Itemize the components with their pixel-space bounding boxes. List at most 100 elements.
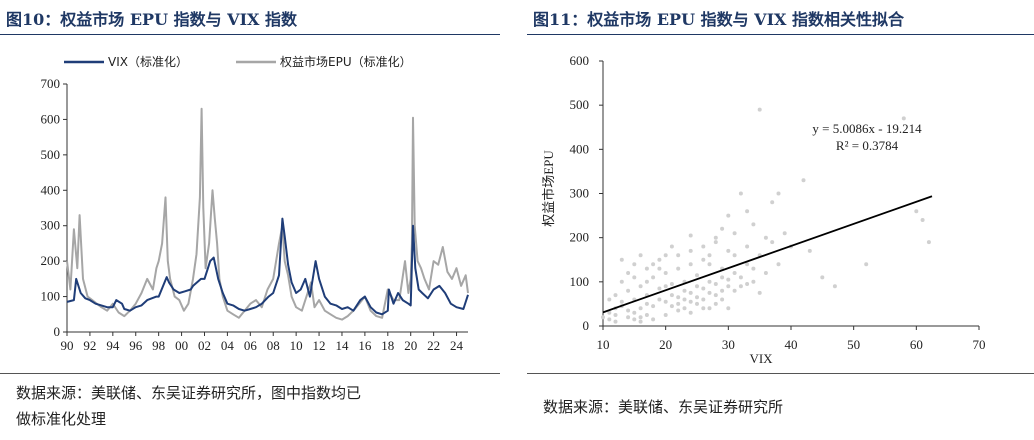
scatter-point xyxy=(632,262,637,267)
scatter-point xyxy=(638,319,643,324)
x-tick-label: 98 xyxy=(152,338,165,353)
x-tick-label: 12 xyxy=(313,338,326,353)
scatter-point xyxy=(669,304,674,309)
x-tick-label: 06 xyxy=(244,338,258,353)
vix-series-line xyxy=(66,217,469,316)
legend-epu-label: 权益市场EPU（标准化） xyxy=(280,54,412,69)
y-tick-label: 700 xyxy=(41,76,61,91)
scatter-point xyxy=(695,295,699,300)
right-bottom-rule xyxy=(527,373,1034,374)
x-tick-label: 10 xyxy=(290,338,303,353)
scatter-point xyxy=(713,282,718,286)
scatter-point xyxy=(751,222,756,227)
scatter-point xyxy=(695,273,699,278)
scatter-point xyxy=(632,317,637,322)
scatter-chart: 0 100 200 300 400 500 600 10 20 30 40 50 60 70 y = 5.0… xyxy=(541,53,986,366)
x-tick-label: 92 xyxy=(83,338,96,353)
scatter-point xyxy=(763,235,768,240)
scatter-point xyxy=(613,319,618,324)
left-source-line-1: 数据来源：美联储、东吴证券研究所，图中指数均已 xyxy=(16,384,362,402)
scatter-point xyxy=(682,297,687,302)
scatter-point xyxy=(745,262,750,267)
scatter-point xyxy=(726,277,731,282)
scatter-point xyxy=(644,279,649,284)
scatter-point xyxy=(776,191,781,196)
scatter-point xyxy=(676,253,681,258)
x-tick-label: 30 xyxy=(722,337,735,352)
right-figure-panel: 图11：权益市场 EPU 指数与 VIX 指数相关性拟合 0 100 200 300 4… xyxy=(527,0,1034,440)
scatter-point xyxy=(732,288,737,293)
scatter-point xyxy=(801,178,806,183)
scatter-point xyxy=(726,306,731,311)
x-tick-label: 08 xyxy=(267,338,280,353)
scatter-point xyxy=(626,308,631,313)
x-tick-label: 20 xyxy=(659,337,672,352)
scatter-point xyxy=(707,253,712,258)
scatter-point xyxy=(757,290,762,295)
scatter-point xyxy=(738,284,743,289)
scatter-point xyxy=(651,304,656,309)
scatter-point xyxy=(669,244,674,249)
scatter-point xyxy=(770,200,775,205)
scatter-point xyxy=(770,240,775,245)
legend-vix-label: VIX（标准化） xyxy=(108,55,188,69)
epu-series-line xyxy=(66,107,469,321)
scatter-point xyxy=(688,310,693,315)
scatter-point xyxy=(632,275,637,280)
scatter-point xyxy=(757,107,762,112)
left-bottom-rule xyxy=(0,373,500,374)
scatter-point xyxy=(832,284,837,289)
scatter-point xyxy=(720,275,725,280)
scatter-point xyxy=(644,301,649,306)
right-title-rule xyxy=(527,34,1034,35)
scatter-point xyxy=(651,262,656,267)
scatter-point xyxy=(688,262,693,267)
scatter-point xyxy=(682,306,687,311)
scatter-point xyxy=(607,297,612,302)
x-tick-label: 04 xyxy=(221,338,235,353)
scatter-point xyxy=(926,240,931,245)
left-title-rule xyxy=(0,34,500,35)
scatter-point xyxy=(651,275,656,280)
scatter-point xyxy=(738,191,743,196)
scatter-point xyxy=(657,257,662,262)
x-tick-label: 24 xyxy=(450,338,464,353)
scatter-point xyxy=(613,293,618,298)
y-tick-label: 300 xyxy=(570,186,590,201)
scatter-point xyxy=(695,301,699,306)
x-tick-label: 50 xyxy=(847,337,860,352)
x-tick-label: 70 xyxy=(973,337,986,352)
scatter-point xyxy=(688,248,693,253)
scatter-point xyxy=(707,279,712,284)
scatter-point xyxy=(732,231,737,236)
scatter-point xyxy=(657,286,662,291)
scatter-point xyxy=(726,284,731,289)
scatter-point xyxy=(707,262,712,267)
x-tick-label: 94 xyxy=(106,338,120,353)
scatter-point xyxy=(720,288,725,293)
x-tick-label: 20 xyxy=(404,338,417,353)
scatter-point xyxy=(688,299,693,304)
scatter-point xyxy=(663,271,668,275)
x-tick-label: 16 xyxy=(358,338,372,353)
trend-equation: y = 5.0086x - 19.214 xyxy=(812,121,922,136)
x-tick-label: 60 xyxy=(910,337,923,352)
scatter-point xyxy=(663,299,668,304)
scatter-point xyxy=(619,279,624,284)
scatter-point xyxy=(695,284,699,289)
scatter-point xyxy=(713,240,718,245)
x-tick-label: 22 xyxy=(427,338,440,353)
scatter-point xyxy=(745,244,750,249)
scatter-point xyxy=(626,288,631,293)
scatter-point xyxy=(638,315,643,320)
scatter-point xyxy=(807,248,812,253)
scatter-point xyxy=(738,275,743,280)
scatter-point xyxy=(682,288,687,293)
left-source-line-2: 做标准化处理 xyxy=(16,410,107,428)
scatter-point xyxy=(701,244,706,249)
scatter-point xyxy=(732,253,737,258)
scatter-point xyxy=(619,299,624,304)
scatter-point xyxy=(864,262,869,267)
x-tick-label: 40 xyxy=(785,337,798,352)
scatter-point xyxy=(669,282,674,286)
